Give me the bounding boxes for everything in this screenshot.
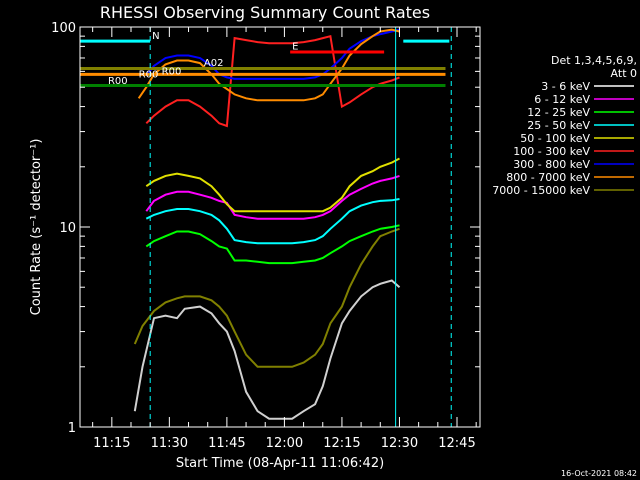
legend-label-5: 100 - 300 keV [513,145,590,158]
x-axis-label: Start Time (08-Apr-11 11:06:42) [176,456,384,471]
legend-label-0: 3 - 6 keV [541,80,590,93]
y-axis-label: Count Rate (s⁻¹ detector⁻¹) [29,139,44,316]
legend-label-4: 50 - 100 keV [520,132,590,145]
x-tick-label: 11:45 [208,436,245,451]
x-tick-label: 11:30 [151,436,188,451]
y-tick-label: 10 [59,221,76,236]
legend-header-1: Att 0 [611,67,637,80]
annotation-1: E [292,42,298,53]
legend-header-0: Det 1,3,4,5,6,9, [551,54,637,67]
y-tick-label: 1 [68,421,76,436]
x-tick-label: 12:45 [438,436,475,451]
legend-label-3: 25 - 50 keV [527,119,590,132]
annotation-5: A02 [204,58,224,69]
y-tick-label: 100 [51,21,76,36]
legend-label-1: 6 - 12 keV [534,93,590,106]
legend-label-2: 12 - 25 keV [527,106,590,119]
x-tick-label: 12:00 [266,436,303,451]
x-tick-label: 12:15 [323,436,360,451]
legend-label-6: 300 - 800 keV [513,158,590,171]
legend-label-7: 800 - 7000 keV [506,171,590,184]
footer-date: 16-Oct-2021 08:42 [561,469,637,478]
annotation-2: R00 [139,69,159,80]
annotation-3: R00 [108,76,128,87]
legend-label-8: 7000 - 15000 keV [492,184,590,197]
annotation-4: R00 [162,66,182,77]
x-tick-label: 12:30 [381,436,418,451]
annotation-0: N [152,31,159,42]
chart-title: RHESSI Observing Summary Count Rates [100,3,430,22]
x-tick-label: 11:15 [93,436,130,451]
